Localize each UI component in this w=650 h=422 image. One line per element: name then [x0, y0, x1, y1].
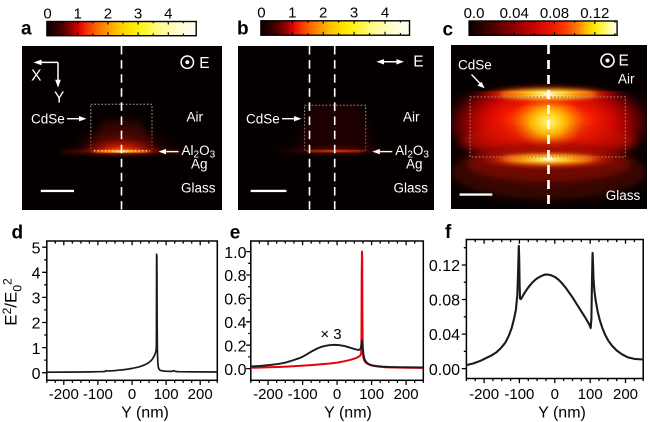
svg-text:Al2O3: Al2O3: [395, 143, 429, 161]
svg-text:1: 1: [288, 5, 296, 22]
svg-text:Air: Air: [618, 72, 635, 87]
svg-text:a: a: [21, 19, 32, 40]
svg-text:4: 4: [381, 5, 389, 22]
svg-text:-100: -100: [504, 386, 534, 403]
svg-text:4: 4: [32, 266, 41, 283]
svg-text:× 3: × 3: [320, 326, 341, 343]
svg-text:200: 200: [188, 386, 213, 403]
svg-text:Glass: Glass: [606, 188, 641, 203]
svg-text:Y (nm): Y (nm): [324, 404, 372, 421]
svg-text:1: 1: [32, 341, 41, 358]
svg-text:2: 2: [32, 316, 41, 333]
svg-text:X: X: [31, 68, 42, 85]
svg-text:0: 0: [32, 366, 41, 383]
svg-text:d: d: [12, 222, 24, 243]
svg-text:Ag: Ag: [406, 156, 423, 171]
svg-text:0: 0: [257, 5, 265, 22]
svg-text:Air: Air: [403, 109, 420, 124]
svg-text:2: 2: [319, 5, 327, 22]
svg-text:-100: -100: [83, 386, 113, 403]
svg-text:E: E: [413, 54, 423, 71]
svg-text:Y (nm): Y (nm): [538, 404, 586, 421]
svg-text:0.08: 0.08: [540, 5, 569, 22]
svg-text:0.6: 0.6: [224, 292, 246, 309]
svg-text:0.8: 0.8: [224, 268, 246, 285]
svg-text:5: 5: [32, 240, 41, 257]
svg-text:3: 3: [32, 291, 41, 308]
svg-text:0.2: 0.2: [224, 338, 246, 355]
svg-text:Air: Air: [187, 109, 204, 124]
svg-text:1: 1: [74, 5, 82, 22]
svg-text:0.04: 0.04: [429, 327, 460, 344]
svg-text:0: 0: [43, 5, 51, 22]
svg-text:200: 200: [613, 386, 638, 403]
svg-text:Y: Y: [54, 90, 64, 107]
svg-text:0.04: 0.04: [500, 5, 529, 22]
svg-text:E2/E02: E2/E02: [0, 278, 25, 326]
svg-text:1.0: 1.0: [224, 245, 246, 262]
svg-text:3: 3: [350, 5, 358, 22]
svg-text:200: 200: [394, 386, 419, 403]
svg-text:0.12: 0.12: [580, 5, 609, 22]
svg-text:0: 0: [333, 386, 341, 403]
svg-text:c: c: [443, 19, 454, 40]
svg-text:-100: -100: [288, 386, 318, 403]
svg-text:0.00: 0.00: [429, 362, 460, 379]
svg-text:0: 0: [551, 386, 559, 403]
svg-text:E: E: [199, 55, 209, 72]
svg-text:-200: -200: [49, 386, 79, 403]
svg-text:f: f: [445, 222, 452, 243]
svg-text:Y (nm): Y (nm): [121, 404, 169, 421]
svg-text:-200: -200: [253, 386, 283, 403]
svg-text:Glass: Glass: [394, 180, 429, 195]
svg-text:3: 3: [134, 5, 142, 22]
svg-text:2: 2: [104, 5, 112, 22]
svg-text:Al2O3: Al2O3: [182, 143, 216, 161]
svg-text:0.0: 0.0: [224, 362, 246, 379]
svg-text:100: 100: [578, 386, 603, 403]
svg-text:100: 100: [154, 386, 179, 403]
svg-text:0.4: 0.4: [224, 315, 246, 332]
svg-text:0: 0: [128, 386, 136, 403]
svg-text:CdSe: CdSe: [458, 57, 492, 72]
svg-text:0.08: 0.08: [429, 293, 460, 310]
svg-text:CdSe: CdSe: [246, 111, 280, 126]
svg-text:e: e: [230, 222, 241, 243]
svg-text:0.0: 0.0: [464, 5, 485, 22]
svg-text:CdSe: CdSe: [31, 111, 65, 126]
svg-text:100: 100: [359, 386, 384, 403]
svg-text:b: b: [237, 19, 249, 40]
svg-text:0.12: 0.12: [429, 258, 460, 275]
svg-text:4: 4: [164, 5, 172, 22]
svg-text:Ag: Ag: [191, 156, 208, 171]
svg-text:-200: -200: [469, 386, 499, 403]
svg-text:E: E: [619, 53, 629, 70]
svg-text:Glass: Glass: [181, 180, 216, 195]
